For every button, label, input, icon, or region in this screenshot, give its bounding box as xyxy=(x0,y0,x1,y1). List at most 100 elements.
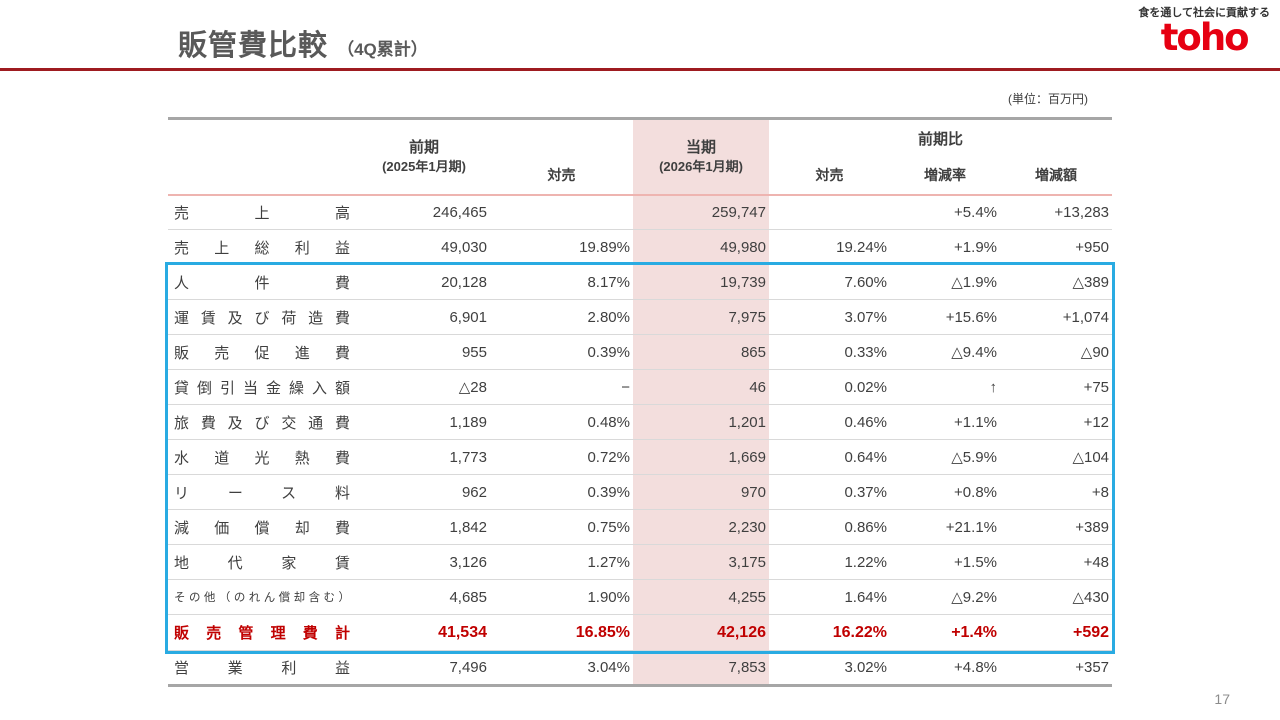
table-row: 売上高 246,465 259,747 +5.4% +13,283 xyxy=(168,193,1113,230)
prev-ratio: − xyxy=(490,369,633,405)
row-label: 売上総利益 xyxy=(168,229,358,265)
page-number: 17 xyxy=(1214,691,1230,707)
prev-ratio: 16.85% xyxy=(490,614,633,651)
curr-ratio: 0.64% xyxy=(769,439,890,475)
header-yoy-ratio: 対売 xyxy=(815,167,844,183)
change-rate: △5.9% xyxy=(890,439,1000,475)
change-amount: +48 xyxy=(1000,544,1113,580)
row-label: 減価償却費 xyxy=(168,509,358,545)
curr-ratio: 0.33% xyxy=(769,334,890,370)
change-amount: +1,074 xyxy=(1000,299,1113,335)
prev-value: 955 xyxy=(358,334,490,370)
curr-value: 42,126 xyxy=(633,614,769,651)
curr-value: 19,739 xyxy=(633,264,769,300)
table-row: 販売促進費 955 0.39% 865 0.33% △9.4% △90 xyxy=(168,334,1113,370)
unit-note: (単位：百万円) xyxy=(1008,92,1088,106)
row-label: 旅費及び交通費 xyxy=(168,404,358,440)
prev-value: △28 xyxy=(358,369,490,405)
curr-value: 259,747 xyxy=(633,193,769,230)
curr-ratio: 0.02% xyxy=(769,369,890,405)
change-amount: +357 xyxy=(1000,650,1113,686)
header-row-1: 前期 (2025年1月期) 対売 当期 (2026年1月期) 前期比 xyxy=(168,119,1112,183)
change-rate: +1.9% xyxy=(890,229,1000,265)
row-label: 地代家賃 xyxy=(168,544,358,580)
prev-value: 1,842 xyxy=(358,509,490,545)
header-prev-period-sub: (2025年1月期) xyxy=(382,159,466,175)
curr-value: 7,975 xyxy=(633,299,769,335)
prev-value: 6,901 xyxy=(358,299,490,335)
change-amount: +950 xyxy=(1000,229,1113,265)
curr-ratio: 1.64% xyxy=(769,579,890,615)
page-title-text: 販管費比較 xyxy=(178,30,329,62)
curr-ratio: 16.22% xyxy=(769,614,890,651)
logo-tagline: 食を通して社会に貢献する xyxy=(1138,7,1270,19)
curr-ratio: 3.07% xyxy=(769,299,890,335)
row-label: 貸倒引当金繰入額 xyxy=(168,369,358,405)
prev-ratio: 0.39% xyxy=(490,334,633,370)
change-amount: △90 xyxy=(1000,334,1113,370)
header-prev-period: 前期 (2025年1月期) xyxy=(358,119,490,195)
curr-ratio: 1.22% xyxy=(769,544,890,580)
change-rate: +1.5% xyxy=(890,544,1000,580)
header-prev-period-label: 前期 xyxy=(408,138,439,156)
curr-ratio: 0.86% xyxy=(769,509,890,545)
curr-ratio: 0.46% xyxy=(769,404,890,440)
change-amount: △430 xyxy=(1000,579,1113,615)
prev-ratio: 1.90% xyxy=(490,579,633,615)
curr-value: 3,175 xyxy=(633,544,769,580)
header-yoy-group: 前期比 xyxy=(918,130,964,148)
change-amount: +592 xyxy=(1000,614,1113,651)
prev-ratio: 3.04% xyxy=(490,650,633,686)
change-rate: △9.2% xyxy=(890,579,1000,615)
prev-value: 246,465 xyxy=(358,193,490,230)
change-amount: +13,283 xyxy=(1000,193,1113,230)
prev-ratio: 2.80% xyxy=(490,299,633,335)
header-empty xyxy=(168,119,358,195)
curr-value: 1,201 xyxy=(633,404,769,440)
row-label: その他（のれん償却含む） xyxy=(168,579,358,615)
change-rate: △9.4% xyxy=(890,334,1000,370)
curr-value: 49,980 xyxy=(633,229,769,265)
curr-ratio: 3.02% xyxy=(769,650,890,686)
table-row: 減価償却費 1,842 0.75% 2,230 0.86% +21.1% +389 xyxy=(168,509,1113,545)
change-amount: +75 xyxy=(1000,369,1113,405)
curr-value: 7,853 xyxy=(633,650,769,686)
change-rate: +5.4% xyxy=(890,193,1000,230)
change-amount: +389 xyxy=(1000,509,1113,545)
prev-value: 4,685 xyxy=(358,579,490,615)
change-rate: +21.1% xyxy=(890,509,1000,545)
curr-ratio: 0.37% xyxy=(769,474,890,510)
table-row: 運賃及び荷造費 6,901 2.80% 7,975 3.07% +15.6% +1,074 xyxy=(168,299,1113,335)
row-label: 販売促進費 xyxy=(168,334,358,370)
change-amount: +12 xyxy=(1000,404,1113,440)
table-wrap: 前期 (2025年1月期) 対売 当期 (2026年1月期) 前期比 対売 増減… xyxy=(165,117,1115,687)
header-curr-period-label: 当期 xyxy=(685,138,716,156)
prev-value: 962 xyxy=(358,474,490,510)
total-row: 販売管理費計 41,534 16.85% 42,126 16.22% +1.4% +592 xyxy=(168,614,1113,651)
change-amount: △104 xyxy=(1000,439,1113,475)
table-row: 地代家賃 3,126 1.27% 3,175 1.22% +1.5% +48 xyxy=(168,544,1113,580)
prev-ratio xyxy=(490,193,633,230)
change-rate: +0.8% xyxy=(890,474,1000,510)
toho-logo: 食を通して社会に貢献する toho xyxy=(1138,7,1270,58)
prev-value: 1,189 xyxy=(358,404,490,440)
change-rate: +1.1% xyxy=(890,404,1000,440)
row-label: 売上高 xyxy=(168,193,358,230)
curr-value: 970 xyxy=(633,474,769,510)
change-amount: △389 xyxy=(1000,264,1113,300)
row-label: 運賃及び荷造費 xyxy=(168,299,358,335)
prev-ratio: 0.48% xyxy=(490,404,633,440)
curr-ratio: 7.60% xyxy=(769,264,890,300)
curr-value: 2,230 xyxy=(633,509,769,545)
header-row-2: 対売 増減率 増減額 xyxy=(168,157,1112,195)
curr-ratio xyxy=(769,193,890,230)
change-rate: △1.9% xyxy=(890,264,1000,300)
prev-ratio: 19.89% xyxy=(490,229,633,265)
page-title: 販管費比較 （4Q累計） xyxy=(178,22,428,64)
curr-value: 4,255 xyxy=(633,579,769,615)
table-row: その他（のれん償却含む） 4,685 1.90% 4,255 1.64% △9.2% △43… xyxy=(168,579,1113,615)
header-change-amount: 増減額 xyxy=(1035,167,1077,183)
prev-ratio: 0.75% xyxy=(490,509,633,545)
table-row: 旅費及び交通費 1,189 0.48% 1,201 0.46% +1.1% +12 xyxy=(168,404,1113,440)
